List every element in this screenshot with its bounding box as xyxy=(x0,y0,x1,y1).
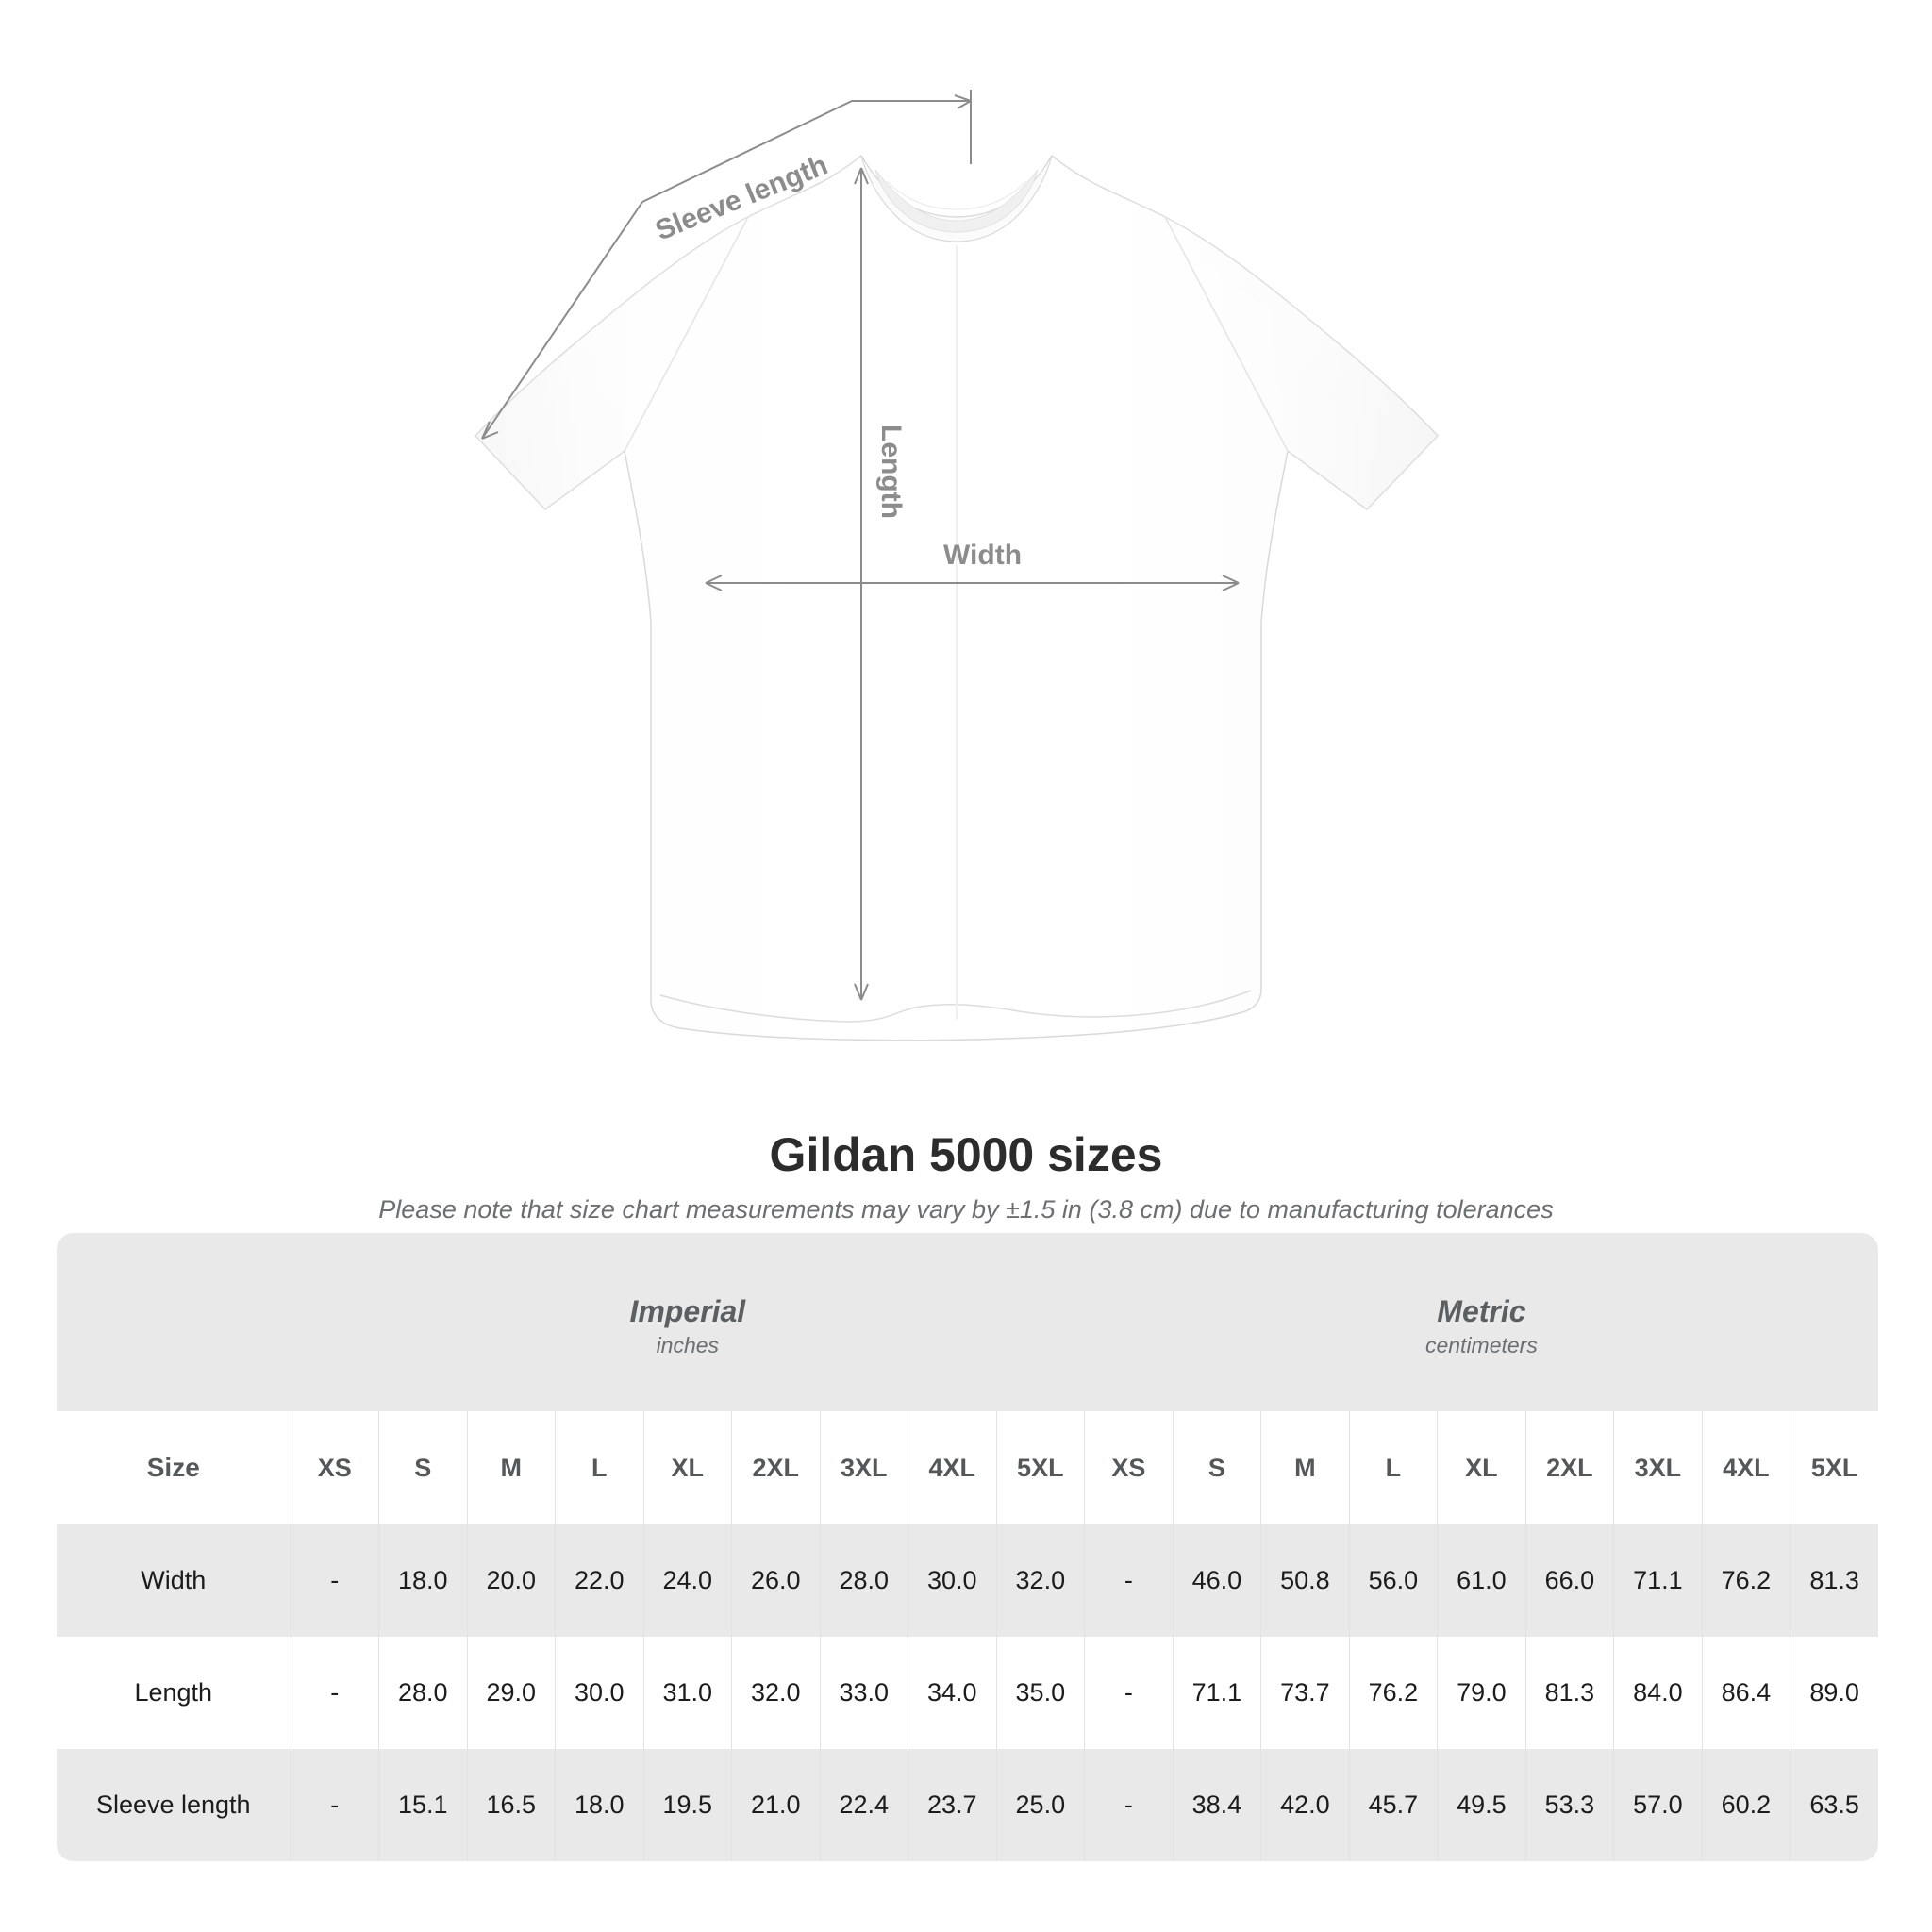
svg-text:Width: Width xyxy=(943,540,1022,571)
svg-text:Length: Length xyxy=(875,425,907,519)
